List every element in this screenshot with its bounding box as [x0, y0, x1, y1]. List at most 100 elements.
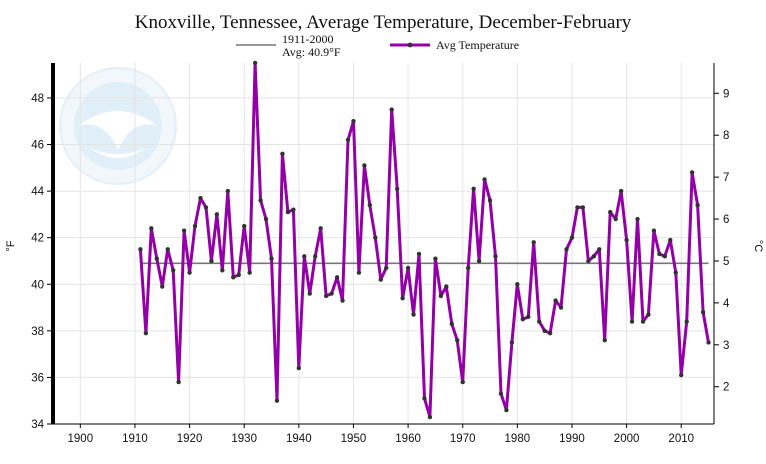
data-point [662, 254, 668, 259]
y-axis-left-label: °F [5, 240, 17, 251]
data-point [493, 254, 498, 259]
y-tick-label-left: 42 [31, 233, 44, 245]
x-tick-label: 1940 [286, 433, 312, 445]
x-tick-label: 1980 [505, 433, 531, 445]
data-point [329, 291, 334, 296]
axes: 1900 1910 1920 1930 1940 1950 1960 1970 1980 1990… [31, 63, 730, 445]
data-point [154, 256, 159, 261]
data-point [225, 188, 231, 194]
x-tick-label: 1910 [122, 433, 148, 445]
data-point [236, 272, 241, 278]
data-point [165, 247, 170, 252]
data-point [602, 337, 607, 343]
data-point [422, 396, 427, 401]
data-point [416, 251, 422, 257]
data-point [405, 265, 411, 271]
data-point [351, 119, 356, 124]
y-tick-label-right: 5 [723, 256, 729, 268]
y-tick-label-left: 36 [31, 372, 44, 384]
data-point [345, 137, 351, 143]
y-tick-label-left: 38 [31, 326, 44, 338]
y-tick-label-right: 4 [723, 298, 730, 310]
data-point [591, 254, 597, 259]
x-tick-label: 2000 [614, 433, 640, 445]
x-tick-label: 1950 [341, 433, 367, 445]
data-point [209, 258, 214, 264]
y-tick-label-right: 7 [723, 172, 729, 184]
x-tick-label: 1920 [177, 433, 203, 445]
data-point [597, 247, 602, 252]
data-point [580, 205, 586, 210]
data-point [487, 198, 493, 203]
data-point [460, 379, 465, 385]
data-point [586, 258, 591, 264]
data-point [624, 237, 629, 243]
y-tick-label-right: 6 [723, 214, 729, 226]
data-point [520, 316, 526, 322]
data-point [143, 330, 149, 336]
data-point [526, 314, 531, 320]
data-point [646, 312, 651, 317]
data-point [192, 223, 198, 229]
data-point [252, 60, 258, 66]
data-point [569, 235, 575, 240]
y-tick-label-right: 3 [723, 340, 729, 352]
noaa-logo-watermark [59, 67, 177, 185]
data-point [176, 379, 181, 385]
data-point [668, 237, 673, 243]
data-point [378, 277, 383, 282]
data-point [427, 414, 433, 420]
data-point [689, 170, 695, 175]
data-point [449, 321, 454, 327]
data-point [608, 209, 613, 215]
data-point [302, 254, 307, 259]
data-point [444, 284, 449, 289]
data-point [651, 228, 657, 233]
y-tick-label-right: 9 [723, 88, 729, 100]
data-point [394, 186, 400, 191]
plot-area [138, 60, 711, 420]
data-point [367, 202, 373, 208]
data-point [313, 254, 318, 259]
x-tick-label: 1900 [68, 433, 94, 445]
y-tick-label-left: 46 [31, 140, 44, 152]
data-point [613, 216, 618, 222]
data-point [307, 291, 312, 296]
data-point [214, 212, 220, 217]
data-point [564, 247, 569, 252]
data-point [340, 298, 345, 303]
data-point [700, 310, 706, 315]
data-point [203, 205, 209, 210]
data-point [318, 226, 323, 231]
data-point [575, 205, 580, 210]
data-point [640, 319, 646, 324]
x-tick-label: 1960 [395, 433, 421, 445]
data-point [170, 268, 176, 273]
data-point [138, 247, 143, 252]
data-point [547, 330, 553, 336]
data-point [269, 256, 274, 261]
data-point [241, 223, 247, 229]
data-point [657, 251, 662, 257]
data-point [373, 235, 378, 240]
y-tick-label-left: 34 [31, 419, 44, 431]
data-point [334, 275, 340, 280]
data-point [471, 186, 476, 191]
data-point [673, 270, 678, 275]
data-point [149, 226, 154, 231]
data-point [181, 228, 187, 233]
y-tick-label-left: 48 [31, 93, 44, 105]
data-point [629, 319, 635, 324]
chart-title: Knoxville, Tennessee, Average Temperatur… [135, 12, 632, 33]
data-point [684, 319, 689, 324]
data-point [356, 270, 362, 275]
data-point [263, 216, 269, 222]
data-point [531, 240, 536, 245]
data-point [482, 177, 487, 182]
data-point [280, 151, 285, 157]
data-point [285, 209, 291, 215]
x-tick-label: 1970 [450, 433, 476, 445]
data-point [411, 312, 416, 317]
data-point [160, 284, 165, 289]
data-point [553, 298, 558, 303]
